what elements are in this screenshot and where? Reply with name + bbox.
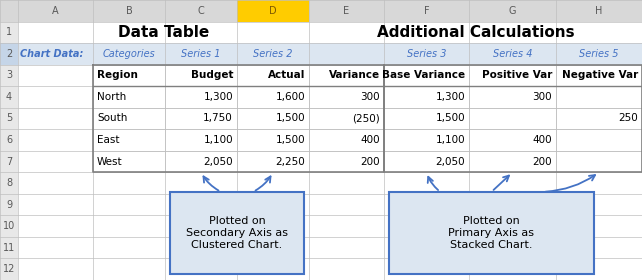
Text: A: A bbox=[52, 6, 59, 16]
Text: 300: 300 bbox=[360, 92, 380, 102]
Text: Plotted on
Secondary Axis as
Clustered Chart.: Plotted on Secondary Axis as Clustered C… bbox=[186, 216, 288, 249]
Bar bbox=[0, 237, 18, 258]
Text: (250): (250) bbox=[352, 113, 380, 123]
Bar bbox=[0, 0, 18, 22]
Text: 11: 11 bbox=[3, 243, 15, 253]
Text: D: D bbox=[269, 6, 277, 16]
Bar bbox=[0, 43, 18, 65]
Text: 2: 2 bbox=[6, 49, 12, 59]
Text: 3: 3 bbox=[6, 70, 12, 80]
Bar bbox=[0, 108, 18, 129]
Text: 2,050: 2,050 bbox=[435, 157, 465, 167]
Text: E: E bbox=[343, 6, 349, 16]
Bar bbox=[0, 215, 18, 237]
Text: 4: 4 bbox=[6, 92, 12, 102]
Text: B: B bbox=[126, 6, 132, 16]
Text: Data Table: Data Table bbox=[118, 25, 209, 40]
Bar bbox=[469, 43, 556, 65]
Text: 1,500: 1,500 bbox=[435, 113, 465, 123]
Text: 1,300: 1,300 bbox=[204, 92, 233, 102]
Text: 1,100: 1,100 bbox=[204, 135, 233, 145]
Text: C: C bbox=[198, 6, 204, 16]
Bar bbox=[0, 43, 18, 65]
Text: South: South bbox=[97, 113, 127, 123]
Text: Plotted on
Primary Axis as
Stacked Chart.: Plotted on Primary Axis as Stacked Chart… bbox=[449, 216, 535, 249]
Text: 1,750: 1,750 bbox=[204, 113, 233, 123]
Text: 5: 5 bbox=[6, 113, 12, 123]
Bar bbox=[18, 43, 93, 65]
Text: 9: 9 bbox=[6, 200, 12, 210]
Text: 7: 7 bbox=[6, 157, 12, 167]
Text: 8: 8 bbox=[6, 178, 12, 188]
Text: East: East bbox=[97, 135, 119, 145]
Text: Actual: Actual bbox=[268, 70, 305, 80]
Text: 250: 250 bbox=[618, 113, 638, 123]
Bar bbox=[237, 0, 309, 22]
Text: 6: 6 bbox=[6, 135, 12, 145]
Text: 10: 10 bbox=[3, 221, 15, 231]
Text: 400: 400 bbox=[360, 135, 380, 145]
Bar bbox=[556, 43, 642, 65]
Text: Series 1: Series 1 bbox=[181, 49, 221, 59]
Bar bbox=[309, 43, 384, 65]
Text: 1,500: 1,500 bbox=[275, 135, 305, 145]
Text: 2,250: 2,250 bbox=[275, 157, 305, 167]
Bar bbox=[93, 43, 165, 65]
Bar bbox=[165, 0, 237, 22]
Text: West: West bbox=[97, 157, 123, 167]
Bar bbox=[0, 86, 18, 108]
Text: Series 4: Series 4 bbox=[493, 49, 532, 59]
Bar bbox=[237, 43, 309, 65]
Text: Series 3: Series 3 bbox=[407, 49, 446, 59]
Text: Base Variance: Base Variance bbox=[382, 70, 465, 80]
FancyBboxPatch shape bbox=[170, 192, 304, 274]
Text: 1,500: 1,500 bbox=[275, 113, 305, 123]
Text: 300: 300 bbox=[532, 92, 552, 102]
Text: Positive Var: Positive Var bbox=[482, 70, 552, 80]
Text: Additional Calculations: Additional Calculations bbox=[377, 25, 575, 40]
Text: G: G bbox=[508, 6, 516, 16]
Bar bbox=[0, 129, 18, 151]
Text: Series 2: Series 2 bbox=[253, 49, 293, 59]
Bar bbox=[309, 0, 384, 22]
FancyBboxPatch shape bbox=[389, 192, 594, 274]
Bar bbox=[165, 43, 237, 65]
Text: Series 5: Series 5 bbox=[579, 49, 619, 59]
Text: 200: 200 bbox=[532, 157, 552, 167]
Bar bbox=[469, 0, 556, 22]
Bar bbox=[0, 22, 18, 43]
Text: 1,100: 1,100 bbox=[435, 135, 465, 145]
Text: 400: 400 bbox=[532, 135, 552, 145]
Bar bbox=[556, 0, 642, 22]
Bar bbox=[384, 0, 469, 22]
Text: Negative Var: Negative Var bbox=[562, 70, 638, 80]
Text: F: F bbox=[424, 6, 429, 16]
Text: 200: 200 bbox=[360, 157, 380, 167]
Bar bbox=[18, 0, 93, 22]
Text: H: H bbox=[595, 6, 603, 16]
Text: Variance: Variance bbox=[329, 70, 380, 80]
Bar bbox=[0, 65, 18, 86]
Text: 1: 1 bbox=[6, 27, 12, 37]
Bar bbox=[0, 151, 18, 172]
Text: North: North bbox=[97, 92, 126, 102]
Text: Chart Data:: Chart Data: bbox=[20, 49, 83, 59]
Bar bbox=[237, 0, 309, 22]
Text: 1,600: 1,600 bbox=[275, 92, 305, 102]
Text: Region: Region bbox=[97, 70, 138, 80]
Bar bbox=[0, 258, 18, 280]
Text: Categories: Categories bbox=[103, 49, 155, 59]
Text: 12: 12 bbox=[3, 264, 15, 274]
Text: 2,050: 2,050 bbox=[204, 157, 233, 167]
Bar bbox=[0, 194, 18, 215]
Bar bbox=[93, 0, 165, 22]
Text: Budget: Budget bbox=[191, 70, 233, 80]
Bar bbox=[384, 43, 469, 65]
Bar bbox=[0, 172, 18, 194]
Text: 1,300: 1,300 bbox=[435, 92, 465, 102]
